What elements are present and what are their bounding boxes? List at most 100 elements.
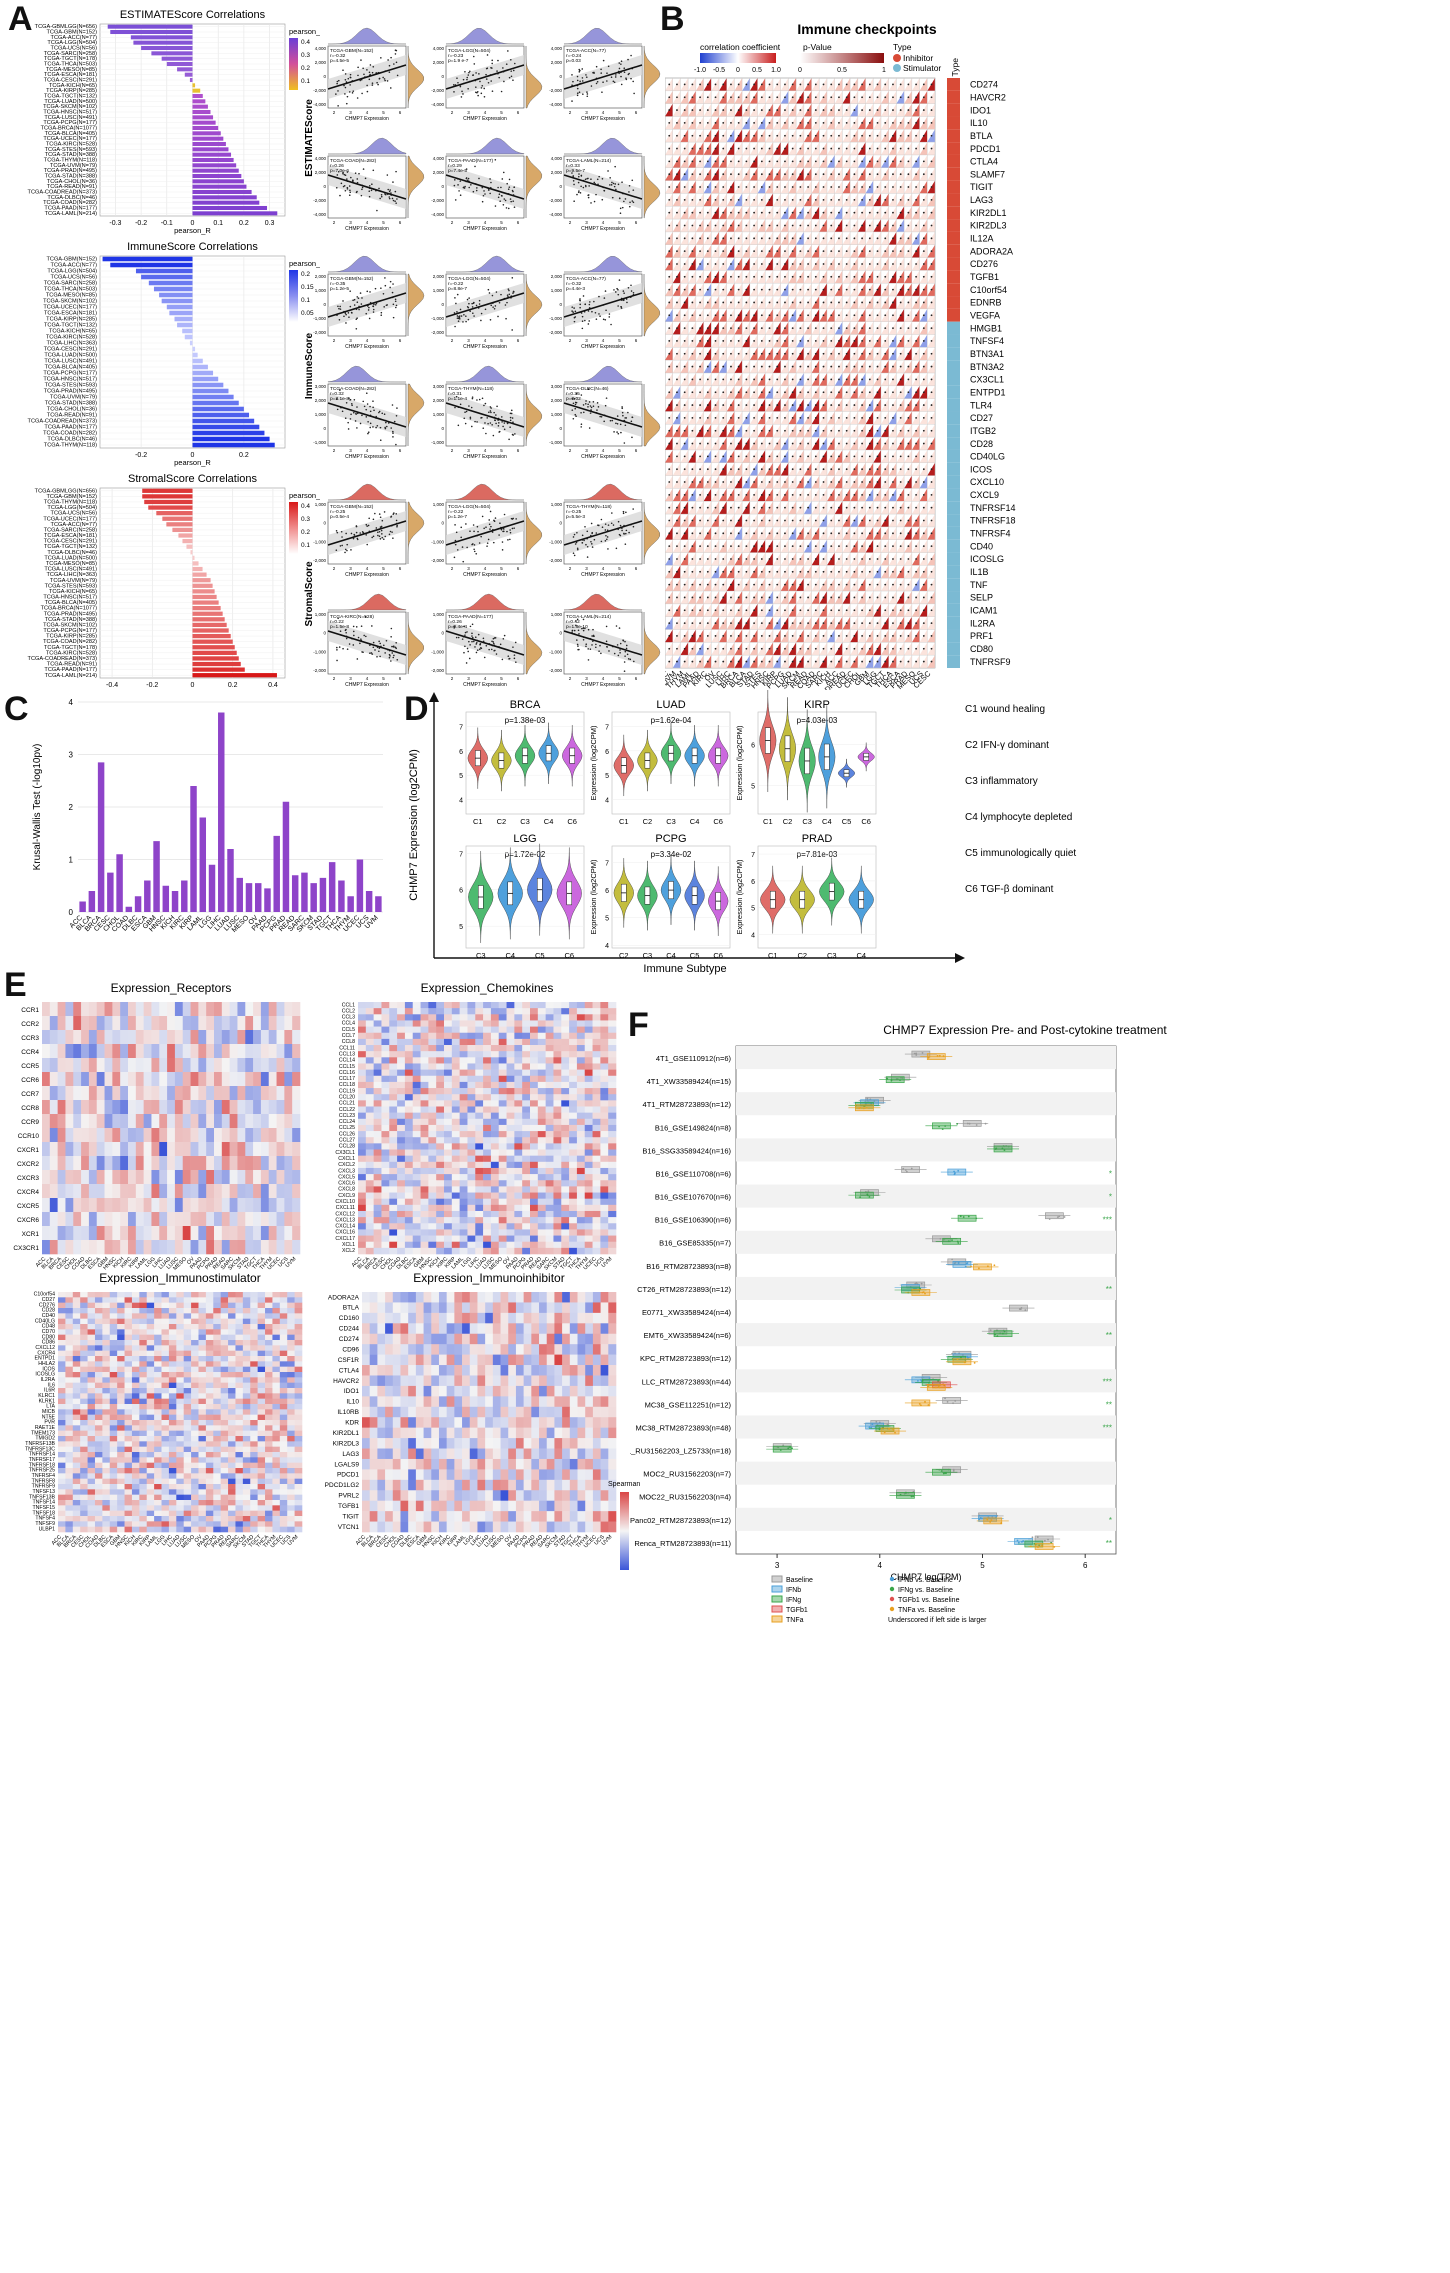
scatter-point <box>470 425 473 428</box>
heat-dot <box>899 532 902 535</box>
heat-dot <box>706 365 709 368</box>
heat-dot <box>768 96 771 99</box>
heat-dot <box>814 250 817 253</box>
scatter-point <box>580 412 582 414</box>
heat-tri <box>703 449 712 463</box>
scatter-point <box>620 63 622 65</box>
scatter-xtick: 5 <box>500 338 503 343</box>
scatter-point <box>382 292 385 295</box>
heat-dot <box>899 442 902 445</box>
scatter-point <box>617 288 619 291</box>
heat-dot <box>814 186 817 188</box>
heat-dot <box>799 327 802 330</box>
scatter-point <box>588 401 591 403</box>
heat-tri <box>688 501 696 515</box>
scatter-point <box>581 320 584 323</box>
heat-dot <box>760 83 763 86</box>
heat-dot <box>753 147 755 150</box>
heat-tri <box>695 488 704 502</box>
bar-label: TCGA-LIHC(N=363) <box>46 341 97 347</box>
heat-dot <box>668 622 671 625</box>
scatter-point <box>502 425 504 428</box>
bar <box>189 77 193 83</box>
heat-dot <box>892 558 894 560</box>
heat-tri <box>811 526 820 540</box>
scatter-point <box>512 200 515 202</box>
heat-tri <box>819 193 827 207</box>
heat-dot <box>722 416 725 419</box>
heat-dot <box>753 121 755 124</box>
heat-dot <box>760 340 763 342</box>
scatter-point <box>582 93 584 95</box>
scatter-ytick: -1,000 <box>549 440 562 445</box>
scatter-xlabel: CHMP7 Expression <box>581 226 625 232</box>
heat-tri <box>927 231 935 245</box>
heat-dot <box>706 160 709 163</box>
heat-dot <box>760 596 763 599</box>
scatter-point <box>388 656 391 659</box>
panel-letter-b: B <box>660 0 685 38</box>
scatter-point <box>598 295 600 298</box>
heat-dot <box>830 186 833 188</box>
scatter-point <box>454 325 456 328</box>
x-density <box>328 137 407 155</box>
heat-dot <box>892 532 894 535</box>
heat-dot <box>838 545 840 548</box>
x-density <box>328 593 407 611</box>
heat-dot <box>853 404 856 406</box>
scatter-xtick: 5 <box>382 566 385 571</box>
heat-dot <box>714 186 717 188</box>
scatter-point <box>571 310 573 312</box>
scatter-point <box>337 90 339 92</box>
scatter-point <box>623 67 626 69</box>
scatter-ytick: -4,000 <box>313 212 326 217</box>
scatter-plot: TCGA-DLBC(N=46)r=0.35p=0.023,0002,0001,0… <box>549 365 661 460</box>
heat-dot <box>799 391 802 394</box>
scatter-ytick: 1,000 <box>551 502 563 507</box>
heat-tri <box>803 308 812 322</box>
heat-dot <box>899 468 902 471</box>
heat-dot <box>830 481 833 483</box>
heat-dot <box>822 506 825 509</box>
heat-tri <box>711 193 719 207</box>
heat-dot <box>676 365 678 368</box>
heat-dot <box>683 416 686 419</box>
heat-tri <box>788 244 797 258</box>
scatter-point <box>581 327 584 330</box>
scatter-point <box>619 642 622 645</box>
heat-dot <box>676 468 678 471</box>
heat-dot <box>807 83 809 86</box>
scatter-point <box>577 191 580 194</box>
bar-chart-2: StromalScore CorrelationsTCGA-GBMLGG(N=6… <box>28 473 320 690</box>
bar-label: TCGA-KICH(N=65) <box>49 329 97 335</box>
heat-dot <box>683 519 686 522</box>
bar-chart-1: ImmuneScore CorrelationsTCGA-GBM(N=152)T… <box>28 241 320 467</box>
scatter-point <box>369 64 372 66</box>
heat-dot <box>706 481 709 483</box>
scatter-point <box>575 401 578 404</box>
heat-dot <box>784 327 786 330</box>
heat-tri <box>695 321 704 335</box>
heat-dot <box>699 340 701 342</box>
heat-tri <box>749 475 758 489</box>
heat-dot <box>768 545 771 548</box>
scatter-point <box>471 640 473 643</box>
heat-dot <box>760 416 763 419</box>
heat-dot <box>737 506 740 509</box>
scatter-ytick: 3,000 <box>315 384 327 389</box>
heat-tri <box>788 167 797 181</box>
scatter-point <box>610 522 613 525</box>
heat-dot <box>714 481 717 483</box>
heat-dot <box>699 352 701 355</box>
scatter-xtick: 2 <box>451 566 454 571</box>
scatter-point <box>494 419 496 422</box>
scatter-point <box>392 436 394 438</box>
heat-tri <box>749 142 758 155</box>
heat-tri <box>819 116 827 130</box>
scatter-point <box>509 426 511 428</box>
heat-dot <box>884 250 887 253</box>
heat-dot <box>714 352 717 355</box>
heat-dot <box>884 481 887 483</box>
heat-dot <box>822 583 825 586</box>
heat-tri <box>896 565 905 579</box>
